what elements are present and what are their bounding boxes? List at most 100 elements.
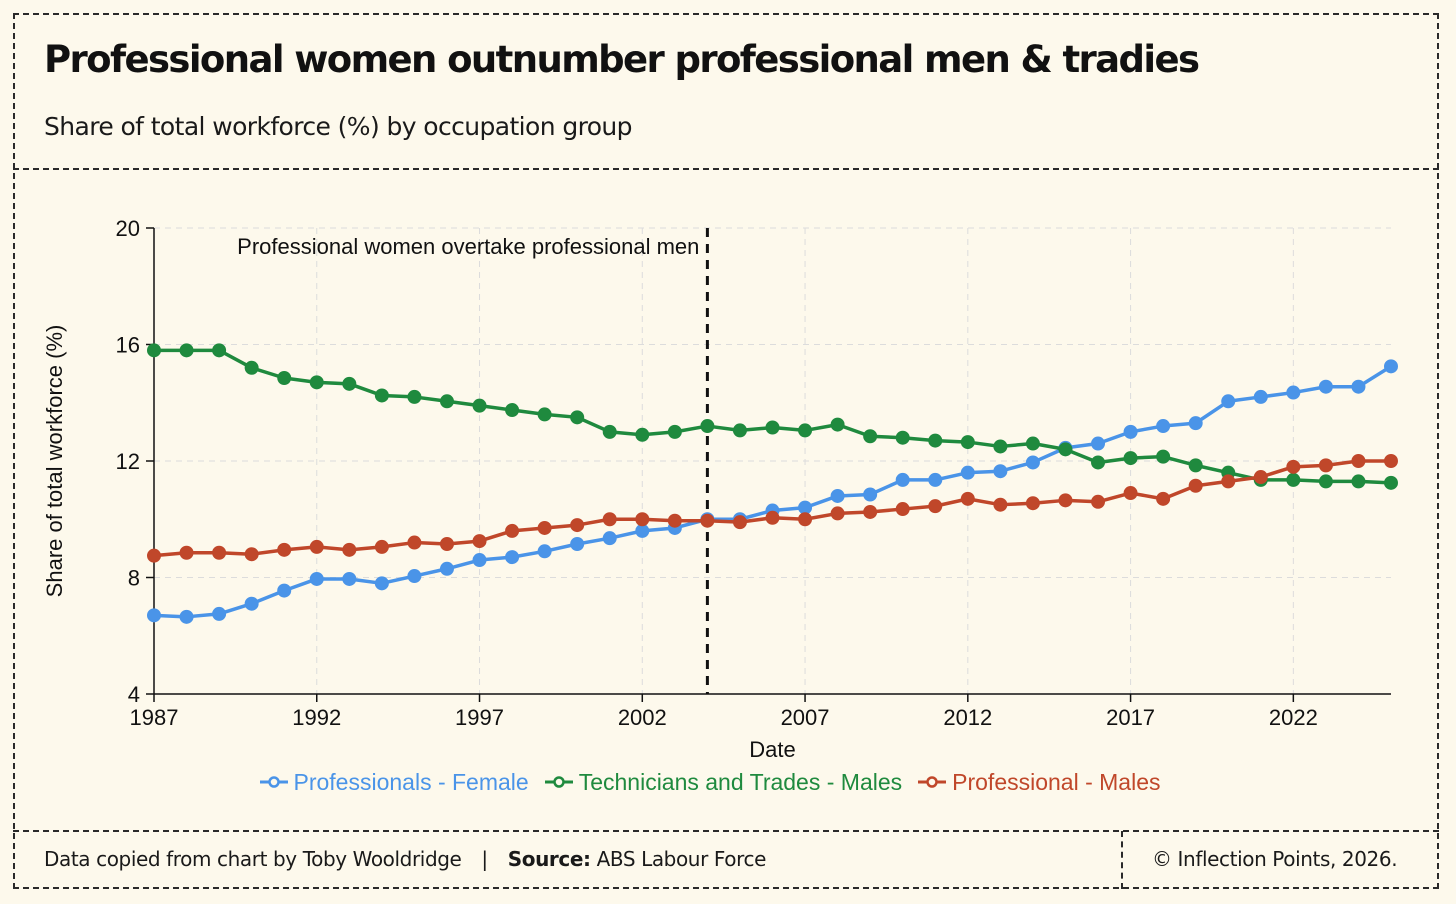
- series-0-point: [537, 544, 552, 559]
- series-2-point: [1188, 478, 1203, 493]
- series-0-point: [928, 472, 943, 487]
- series-1-point: [863, 429, 878, 444]
- legend-marker-icon: [544, 776, 573, 788]
- series-1-point: [505, 403, 520, 418]
- chart-legend: Professionals - Female Technicians and Tr…: [0, 768, 1420, 796]
- series-2-point: [472, 534, 487, 549]
- series-1-point: [244, 360, 259, 375]
- series-1-point: [635, 427, 650, 442]
- series-1-point: [1384, 475, 1398, 490]
- series-line-0: [153, 364, 1392, 619]
- series-0-point: [830, 488, 845, 503]
- series-2-point: [1351, 454, 1366, 468]
- page-subtitle: Share of total workforce (%) by occupati…: [44, 112, 633, 141]
- series-2-point: [309, 539, 324, 554]
- x-tick-label: 2002: [618, 705, 667, 730]
- series-0-point: [244, 596, 259, 611]
- footer-source-label: Source:: [507, 847, 591, 871]
- series-0-point: [993, 464, 1008, 479]
- series-2-point: [830, 506, 845, 521]
- series-2-point: [212, 545, 227, 560]
- series-2-point: [993, 497, 1008, 512]
- series-1-point: [700, 419, 715, 434]
- x-tick-label: 2012: [943, 705, 992, 730]
- series-2-point: [1318, 458, 1333, 473]
- series-2-point: [374, 539, 389, 554]
- series-2-point: [1384, 454, 1398, 468]
- series-0-point: [1123, 424, 1138, 439]
- page-title: Professional women outnumber professiona…: [44, 38, 1200, 81]
- series-1-point: [537, 407, 552, 422]
- series-2-point: [602, 512, 617, 527]
- series-0-point: [1253, 389, 1268, 404]
- series-1-point: [407, 389, 422, 404]
- legend-marker-icon: [918, 776, 947, 788]
- series-2-point: [147, 548, 161, 563]
- series-1-point: [1188, 458, 1203, 473]
- series-0-point: [602, 531, 617, 546]
- series-2-point: [798, 512, 813, 527]
- series-1-point: [1156, 449, 1171, 464]
- series-2-point: [537, 520, 552, 535]
- series-1-point: [1058, 442, 1073, 457]
- series-2-point: [635, 512, 650, 527]
- annotation-label: Professional women overtake professional…: [237, 234, 699, 259]
- x-tick-label: 2007: [781, 705, 830, 730]
- series-2-point: [505, 523, 520, 538]
- header-divider: [13, 168, 1439, 170]
- series-0-point: [309, 571, 324, 586]
- series-1-point: [179, 343, 194, 358]
- series-0-point: [1286, 385, 1301, 400]
- series-1-point: [1123, 451, 1138, 466]
- series-0-point: [863, 487, 878, 502]
- series-2-point: [928, 499, 943, 514]
- series-1-point: [960, 435, 975, 450]
- series-0-point: [342, 571, 357, 586]
- y-tick-label: 8: [128, 566, 140, 591]
- series-1-point: [798, 423, 813, 438]
- footer-divider: [13, 830, 1439, 832]
- y-tick-label: 12: [116, 449, 140, 474]
- x-tick-label: 2017: [1106, 705, 1155, 730]
- legend-item-1: Technicians and Trades - Males: [544, 768, 903, 796]
- footer-separator: |: [481, 847, 488, 871]
- y-tick-label: 20: [116, 216, 140, 241]
- series-1-point: [309, 375, 324, 390]
- series-0-point: [1091, 436, 1106, 451]
- series-2-point: [765, 510, 780, 525]
- series-2-point: [1221, 474, 1236, 489]
- series-0-point: [1188, 416, 1203, 431]
- series-0-point: [147, 608, 161, 623]
- footer-credit: Data copied from chart by Toby Wooldridg…: [44, 847, 766, 871]
- series-2-point: [895, 502, 910, 517]
- series-2-point: [1091, 494, 1106, 509]
- series-0-point: [1351, 379, 1366, 394]
- series-0-point: [505, 550, 520, 565]
- series-2-point: [407, 535, 422, 550]
- series-0-point: [179, 609, 194, 624]
- series-1-point: [895, 430, 910, 445]
- series-2-point: [667, 513, 682, 528]
- series-1-point: [765, 420, 780, 435]
- legend-label: Professional - Males: [952, 768, 1161, 795]
- series-2-point: [179, 545, 194, 560]
- series-1-point: [830, 417, 845, 432]
- series-0-point: [895, 472, 910, 487]
- x-tick-label: 1997: [455, 705, 504, 730]
- series-0-point: [472, 553, 487, 568]
- y-tick-label: 16: [116, 333, 140, 358]
- legend-label: Technicians and Trades - Males: [578, 768, 903, 795]
- x-tick-label: 1987: [130, 705, 179, 730]
- series-0-point: [570, 537, 585, 552]
- series-1-point: [928, 433, 943, 448]
- series-2-point: [342, 542, 357, 557]
- series-2-point: [244, 547, 259, 562]
- series-0-point: [1384, 359, 1398, 374]
- series-1-point: [1286, 472, 1301, 487]
- footer-column-divider: [1121, 831, 1123, 889]
- series-0-point: [635, 523, 650, 538]
- series-1-point: [1318, 474, 1333, 489]
- series-0-point: [212, 606, 227, 621]
- series-1-point: [277, 370, 292, 385]
